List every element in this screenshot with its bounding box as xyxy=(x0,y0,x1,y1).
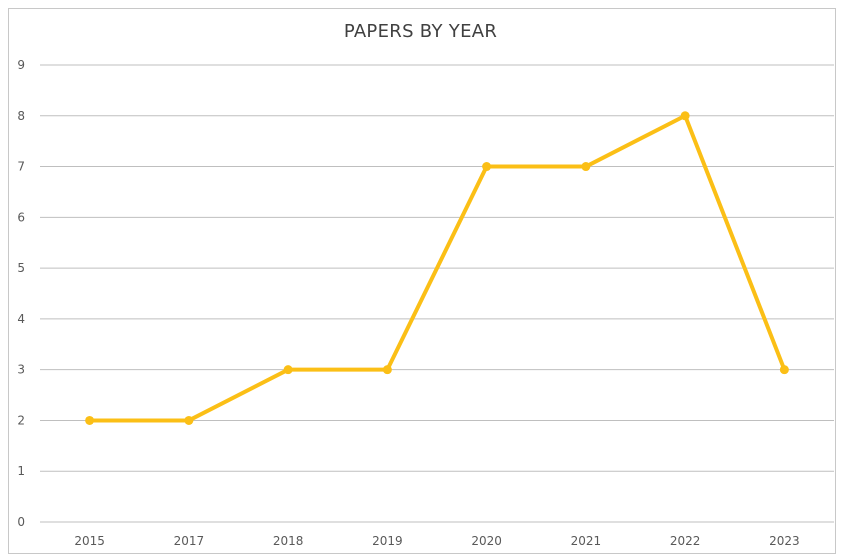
series-group xyxy=(85,111,789,425)
x-axis-ticks: 2015 2017 2018 2019 2020 2021 2022 2023 xyxy=(74,534,799,548)
y-tick-label: 7 xyxy=(17,160,25,174)
series-line xyxy=(87,113,787,423)
chart-title: PAPERS BY YEAR xyxy=(343,21,498,42)
gridlines xyxy=(40,64,834,523)
data-point-2021 xyxy=(581,162,591,172)
data-point-2017 xyxy=(184,415,194,425)
y-tick-label: 5 xyxy=(17,261,25,275)
y-axis-ticks: 0 1 2 3 4 5 6 7 8 9 xyxy=(17,58,25,529)
y-tick-label: 4 xyxy=(17,312,25,326)
x-tick-label: 2019 xyxy=(372,534,403,548)
data-point-2018 xyxy=(283,365,293,375)
x-tick-label: 2023 xyxy=(769,534,800,548)
y-tick-label: 8 xyxy=(17,109,25,123)
y-tick-label: 1 xyxy=(17,464,25,478)
data-point-2015 xyxy=(85,415,95,425)
chart-frame xyxy=(8,8,836,554)
x-tick-label: 2021 xyxy=(571,534,602,548)
x-tick-label: 2017 xyxy=(174,534,205,548)
data-point-2019 xyxy=(382,365,392,375)
y-tick-label: 2 xyxy=(17,413,25,427)
x-tick-label: 2020 xyxy=(471,534,502,548)
data-point-2020 xyxy=(482,162,492,172)
y-tick-label: 3 xyxy=(17,363,25,377)
y-tick-label: 6 xyxy=(17,210,25,224)
data-point-2023 xyxy=(779,365,789,375)
y-tick-label: 0 xyxy=(17,515,25,529)
data-point-2022 xyxy=(680,111,690,121)
y-tick-label: 9 xyxy=(17,58,25,72)
x-tick-label: 2015 xyxy=(74,534,105,548)
x-tick-label: 2018 xyxy=(273,534,304,548)
x-tick-label: 2022 xyxy=(670,534,701,548)
